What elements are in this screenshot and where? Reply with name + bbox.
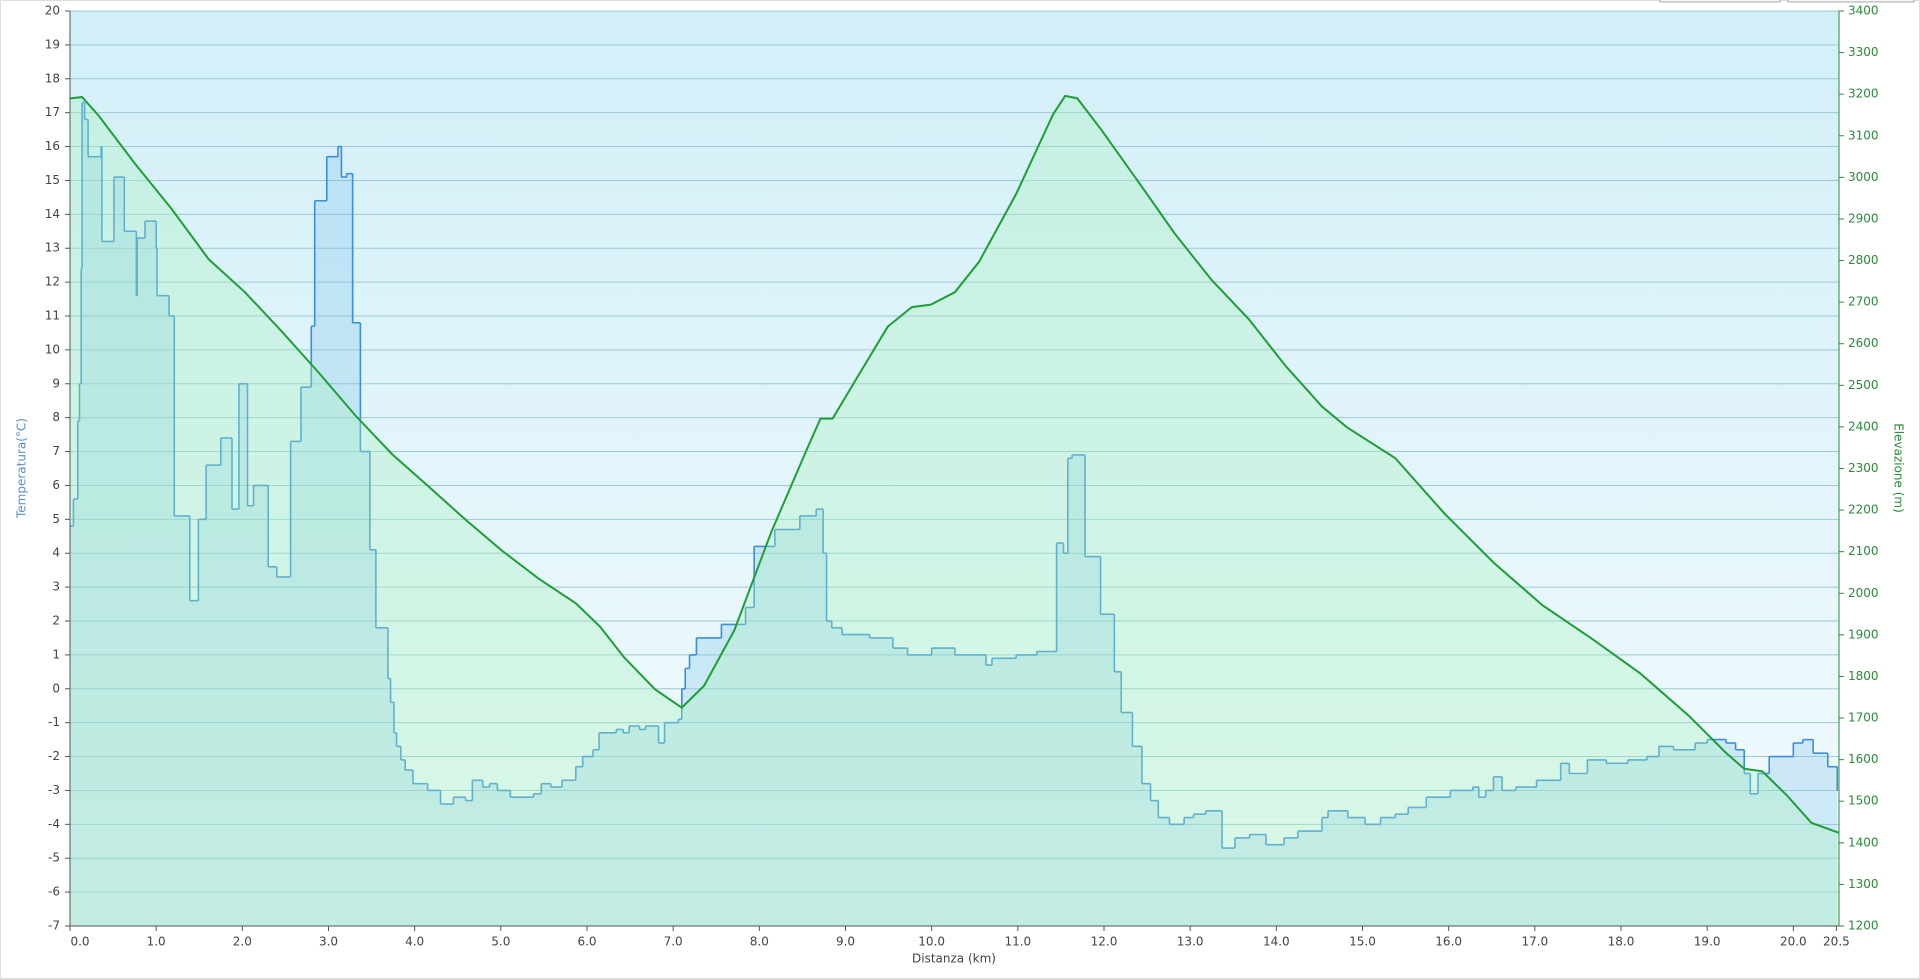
y-tick-label: 18 [45,71,60,85]
y-tick-label: 20 [45,4,60,18]
y2-tick-label: 1500 [1848,794,1879,808]
y-tick-label: 6 [52,478,60,492]
y2-tick-label: 2100 [1848,544,1879,558]
y-tick-label: -1 [48,715,60,729]
x-tick-label: 20.0 [1780,935,1807,949]
y2-tick-label: 3200 [1848,87,1879,101]
y-tick-label: -6 [48,885,60,899]
y-tick-label: -5 [48,851,60,865]
x-tick-label: 20.5 [1823,935,1850,949]
y2-tick-label: 3300 [1848,45,1879,59]
y-tick-label: 5 [52,512,60,526]
elevation-line [69,94,1840,834]
toolbar-button[interactable] [1659,0,1781,3]
x-tick-label: 5.0 [491,935,510,949]
y-tick-label: 7 [52,444,60,458]
y2-tick-label: 1200 [1848,919,1879,933]
y-tick-label: 4 [52,546,60,560]
plot-area [70,11,1839,926]
x-tick-label: 14.0 [1263,935,1290,949]
y-tick-label: 11 [45,309,60,323]
y-tick-label: 16 [45,139,60,153]
x-tick-label: 18.0 [1608,935,1635,949]
y2-tick-label: 3100 [1848,128,1879,142]
y2-tick-label: 1400 [1848,835,1879,849]
x-tick-label: 3.0 [319,935,338,949]
elevation-area [70,95,1839,926]
x-tick-label: 12.0 [1091,935,1118,949]
y2-tick-label: 1600 [1848,752,1879,766]
y2-tick-label: 1900 [1848,627,1879,641]
x-tick-label: 0.0 [70,935,89,949]
y2-tick-label: 2700 [1848,295,1879,309]
x-tick-label: 15.0 [1349,935,1376,949]
y-tick-label: 0 [52,681,60,695]
y-tick-label: 17 [45,105,60,119]
y2-axis-title: Elevazione (m) [1892,423,1906,513]
y-tick-label: 19 [45,37,60,51]
y-tick-label: -7 [48,919,60,933]
x-tick-label: 4.0 [405,935,424,949]
marks [69,94,1840,926]
y2-tick-label: 2800 [1848,253,1879,267]
y2-tick-label: 2300 [1848,461,1879,475]
x-tick-label: 6.0 [577,935,596,949]
x-tick-label: 17.0 [1521,935,1548,949]
x-tick-label: 8.0 [750,935,769,949]
y2-tick-label: 1700 [1848,711,1879,725]
y-tick-label: -4 [48,817,60,831]
x-tick-label: 19.0 [1694,935,1721,949]
y-tick-label: 13 [45,241,60,255]
y-tick-label: 15 [45,173,60,187]
y-tick-label: 3 [52,580,60,594]
x-tick-label: 9.0 [836,935,855,949]
x-tick-label: 10.0 [918,935,945,949]
toolbar-button[interactable] [1787,0,1915,3]
y-tick-label: -3 [48,783,60,797]
y-tick-label: 12 [45,275,60,289]
y2-tick-label: 2000 [1848,586,1879,600]
x-tick-label: 7.0 [664,935,683,949]
y2-tick-label: 2600 [1848,336,1879,350]
y-tick-label: 14 [45,207,60,221]
y-tick-label: 10 [45,342,60,356]
x-tick-label: 13.0 [1177,935,1204,949]
y-tick-label: 8 [52,410,60,424]
temperature-area [70,102,1838,926]
y2-tick-label: 3000 [1848,170,1879,184]
y-tick-label: 9 [52,376,60,390]
y-tick-label: -2 [48,749,60,763]
y-axis-title: Temperatura(°C) [15,418,29,519]
y2-tick-label: 2200 [1848,503,1879,517]
y2-tick-label: 3400 [1848,4,1879,18]
y2-tick-label: 1300 [1848,877,1879,891]
x-tick-label: 1.0 [147,935,166,949]
grid [70,10,1839,927]
axes: -7-6-5-4-3-2-101234567891011121314151617… [45,4,1879,949]
x-tick-label: 2.0 [233,935,252,949]
y-tick-label: 1 [52,647,60,661]
y2-tick-label: 2500 [1848,378,1879,392]
y2-tick-label: 2900 [1848,211,1879,225]
x-tick-label: 11.0 [1004,935,1031,949]
y2-tick-label: 2400 [1848,419,1879,433]
y-tick-label: 2 [52,614,60,628]
x-axis-title: Distanza (km) [912,952,996,966]
x-tick-label: 16.0 [1435,935,1462,949]
y2-tick-label: 1800 [1848,669,1879,683]
